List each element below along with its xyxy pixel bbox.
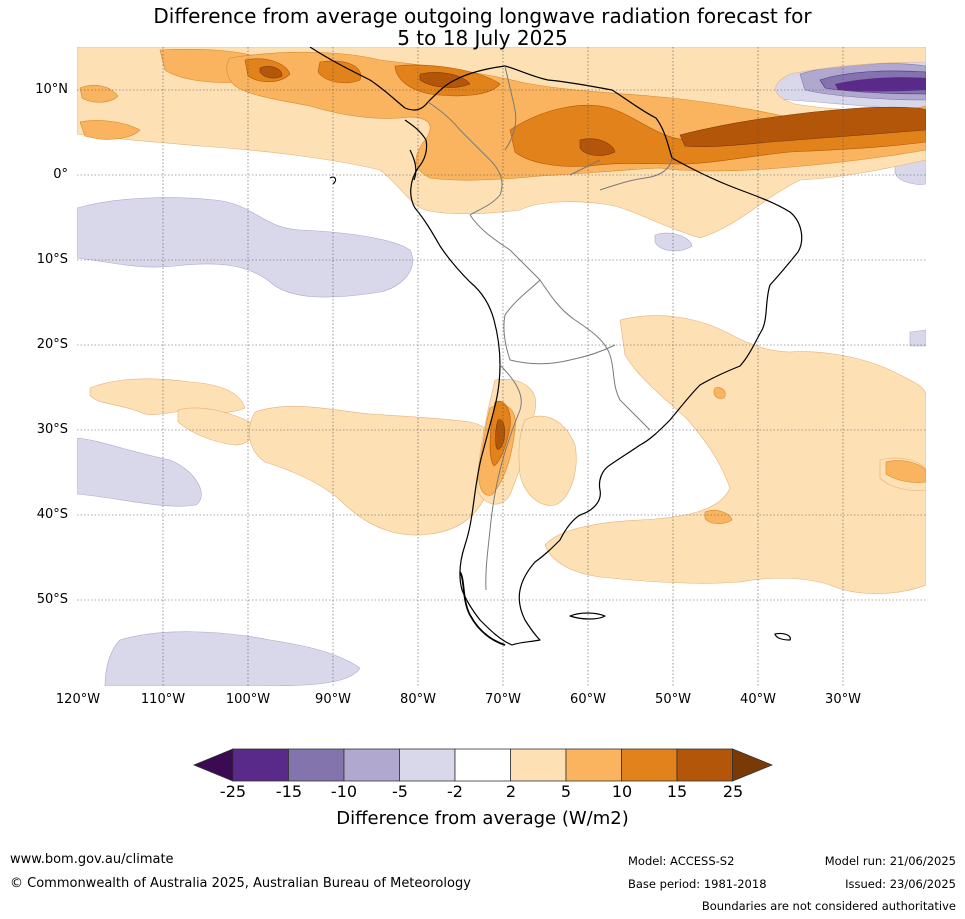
lat-label: 10°S — [36, 252, 68, 267]
colorbar-title: Difference from average (W/m2) — [336, 808, 629, 829]
lat-label: 10°N — [35, 82, 68, 97]
colorbar-swatch — [343, 748, 400, 782]
country-borders — [427, 65, 673, 591]
lat-label: 50°S — [36, 592, 68, 607]
lon-label: 100°W — [225, 692, 271, 707]
lat-label: 40°S — [36, 507, 68, 522]
gridlines — [77, 47, 926, 686]
colorbar — [192, 748, 774, 782]
colorbar-swatch — [454, 748, 511, 782]
colorbar-swatch — [676, 748, 733, 782]
colorbar-swatch — [565, 748, 622, 782]
colorbar-tick-label: -15 — [275, 782, 303, 801]
anomaly-shading — [77, 47, 926, 686]
map-title-line1: Difference from average outgoing longwav… — [153, 4, 812, 28]
issued-date: Issued: 23/06/2025 — [845, 877, 956, 891]
lon-label: 40°W — [740, 692, 776, 707]
colorbar-tick-label: 15 — [666, 782, 688, 801]
colorbar-swatch — [399, 748, 456, 782]
lon-label: 60°W — [570, 692, 606, 707]
colorbar-tick-label: -25 — [219, 782, 247, 801]
colorbar-tick-label: -10 — [330, 782, 358, 801]
colorbar-swatch — [232, 748, 289, 782]
model-name: Model: ACCESS-S2 — [628, 854, 735, 868]
colorbar-swatch — [288, 748, 345, 782]
colorbar-extend-low — [192, 748, 234, 782]
colorbar-tick-label: -5 — [392, 782, 408, 801]
colorbar-tick-label: 25 — [722, 782, 744, 801]
lon-label: 50°W — [655, 692, 691, 707]
base-period: Base period: 1981-2018 — [628, 877, 767, 891]
model-run-date: Model run: 21/06/2025 — [824, 854, 956, 868]
lon-label: 90°W — [315, 692, 351, 707]
colorbar-tick-label: 2 — [505, 782, 517, 801]
lon-label: 70°W — [485, 692, 521, 707]
lon-label: 30°W — [825, 692, 861, 707]
lat-label: 0° — [53, 167, 68, 182]
coastlines — [309, 47, 803, 646]
colorbar-swatch — [510, 748, 567, 782]
colorbar-extend-high — [732, 748, 774, 782]
website-link[interactable]: www.bom.gov.au/climate — [10, 852, 174, 867]
map-title-line2: 5 to 18 July 2025 — [397, 26, 568, 50]
lon-label: 80°W — [400, 692, 436, 707]
lat-label: 30°S — [36, 422, 68, 437]
lat-label: 20°S — [36, 337, 68, 352]
colorbar-swatch — [621, 748, 678, 782]
colorbar-tick-label: 5 — [560, 782, 572, 801]
boundaries-disclaimer: Boundaries are not considered authoritat… — [701, 899, 956, 913]
lon-label: 120°W — [55, 692, 101, 707]
colorbar-tick-label: -2 — [447, 782, 463, 801]
colorbar-tick-label: 10 — [611, 782, 633, 801]
lon-label: 110°W — [140, 692, 186, 707]
copyright-text: © Commonwealth of Australia 2025, Austra… — [10, 876, 471, 891]
